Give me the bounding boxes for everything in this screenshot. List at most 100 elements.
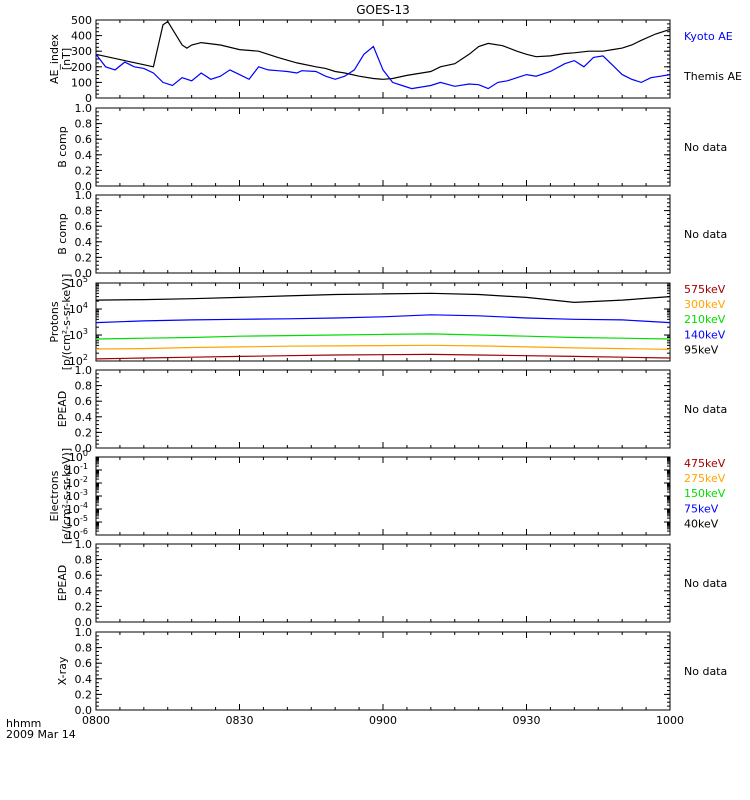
y-axis-label: [p/(cm²-s-sr-keV)] — [60, 274, 73, 371]
y-tick-label: 0.2 — [75, 600, 93, 613]
series-line-95kev — [95, 292, 671, 304]
panel-ae: 0 100 200 300 400 500 AE_index [nT] Kyoto AE Them… — [48, 14, 742, 105]
y-tick-label: 0.4 — [75, 673, 93, 686]
x-tick-label: 0800 — [82, 714, 110, 727]
y-tick-label: 0.6 — [75, 220, 93, 233]
panel-frame — [95, 543, 671, 623]
y-tick-label: 0.8 — [75, 642, 93, 655]
y-tick-label-exponent: 5 — [83, 275, 88, 284]
y-tick-label-exponent: -1 — [80, 462, 88, 471]
y-tick-label-exponent: 0 — [83, 449, 88, 458]
panel-frame — [95, 631, 671, 711]
y-tick-label-exponent: -4 — [80, 501, 88, 510]
y-tick-label: 0.8 — [75, 380, 93, 393]
x-tick-label: 0830 — [226, 714, 254, 727]
y-tick-label-exponent: 3 — [83, 327, 88, 336]
y-tick-label: 0 — [85, 92, 92, 105]
y-tick-label: 0.2 — [75, 688, 93, 701]
panel-frame — [95, 456, 671, 536]
legend-item: 575keV — [684, 283, 726, 296]
panel-frame — [95, 369, 671, 449]
y-tick-label: 0.0 — [75, 704, 93, 717]
y-tick-label: 300 — [71, 45, 92, 58]
status-text: No data — [684, 228, 727, 241]
y-tick-label: 0.4 — [75, 149, 93, 162]
y-tick-label-exponent: -3 — [80, 488, 88, 497]
series-line-themis-ae — [95, 20, 671, 80]
panel-frame — [95, 19, 671, 99]
status-text: No data — [684, 665, 727, 678]
y-tick-label: 0.0 — [75, 616, 93, 629]
y-tick-label: 0.8 — [75, 554, 93, 567]
panel-frame — [95, 282, 671, 362]
series-line-140kev — [95, 314, 671, 324]
y-tick-label: 0.0 — [75, 442, 93, 455]
y-tick-label: 0.6 — [75, 133, 93, 146]
panel-epead1: 0.0 0.2 0.4 0.6 0.8 1.0 EPEAD No data — [56, 364, 727, 455]
y-tick-label: 500 — [71, 14, 92, 27]
y-tick-label: 100 — [71, 76, 92, 89]
series-line-210kev — [95, 333, 671, 340]
panel-frame — [95, 107, 671, 187]
panel-bcomp2: 0.0 0.2 0.4 0.6 0.8 1.0 B comp No data — [56, 189, 727, 280]
y-tick-label: 0.2 — [75, 251, 93, 264]
y-tick-label: 0.2 — [75, 164, 93, 177]
chart-panels: 0 100 200 300 400 500 AE_index [nT] Kyoto AE Them… — [48, 14, 742, 717]
y-axis-label: [e/(cm²-s-sr-keV)] — [60, 448, 73, 544]
y-axis-label: Protons — [48, 301, 61, 342]
legend-item: 150keV — [684, 487, 726, 500]
y-tick-label: 0.2 — [75, 426, 93, 439]
y-axis-label: EPEAD — [56, 565, 69, 602]
y-axis-label: AE_index — [48, 33, 61, 84]
y-tick-label: 0.0 — [75, 180, 93, 193]
y-tick-label: 0.6 — [75, 569, 93, 582]
legend-item: 95keV — [684, 343, 719, 356]
y-tick-label-exponent: -5 — [80, 514, 88, 523]
y-tick-label: 1.0 — [75, 102, 93, 115]
y-tick-label: 1.0 — [75, 538, 93, 551]
series-line-kyoto-ae — [95, 45, 671, 90]
panel-epead2: 0.0 0.2 0.4 0.6 0.8 1.0 EPEAD No data — [56, 538, 727, 629]
y-tick-label: 0.0 — [75, 267, 93, 280]
y-axis-label: EPEAD — [56, 391, 69, 428]
y-tick-label: 1.0 — [75, 189, 93, 202]
legend-item: 140keV — [684, 328, 726, 341]
x-tick-label: 1000 — [656, 714, 684, 727]
y-axis-label: Electrons — [48, 470, 61, 521]
panel-xray: 0.0 0.2 0.4 0.6 0.8 1.0 X-ray No data — [56, 626, 727, 717]
legend-item: 275keV — [684, 472, 726, 485]
y-axis-label: B comp — [56, 126, 69, 168]
y-tick-label-exponent: -6 — [80, 527, 88, 536]
y-axis-label: B comp — [56, 213, 69, 255]
x-tick-label: 0930 — [513, 714, 541, 727]
figure-title: GOES-13 — [356, 3, 410, 17]
legend-item: 40keV — [684, 517, 719, 530]
y-tick-label: 0.8 — [75, 205, 93, 218]
legend-item: 475keV — [684, 457, 726, 470]
status-text: No data — [684, 141, 727, 154]
status-text: No data — [684, 403, 727, 416]
y-tick-label: 0.6 — [75, 657, 93, 670]
x-tick-label: 0900 — [369, 714, 397, 727]
y-tick-label: 400 — [71, 30, 92, 43]
y-tick-label: 0.4 — [75, 236, 93, 249]
y-tick-label-exponent: 2 — [83, 353, 88, 362]
y-tick-label: 0.4 — [75, 411, 93, 424]
legend-item: 75keV — [684, 502, 719, 515]
time-axis: 0800 0830 0900 0930 1000 — [82, 714, 684, 727]
legend-item: 210keV — [684, 313, 726, 326]
y-axis-label: [nT] — [60, 48, 73, 70]
status-text: No data — [684, 577, 727, 590]
y-tick-label: 0.6 — [75, 395, 93, 408]
y-tick-label: 0.4 — [75, 585, 93, 598]
legend-item: Kyoto AE — [684, 30, 733, 43]
y-tick-label: 1.0 — [75, 626, 93, 639]
y-tick-label-exponent: -2 — [80, 475, 88, 484]
y-axis-label: X-ray — [56, 656, 69, 685]
legend-item: Themis AE — [683, 70, 742, 83]
legend-item: 300keV — [684, 298, 726, 311]
y-tick-label: 200 — [71, 61, 92, 74]
